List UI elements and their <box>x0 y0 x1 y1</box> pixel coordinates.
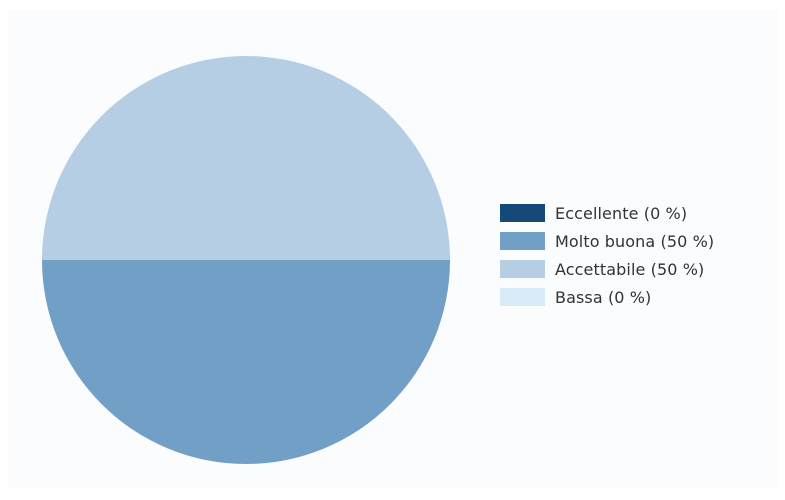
legend-swatch-eccellente <box>500 204 545 222</box>
legend-item-molto-buona[interactable]: Molto buona (50 %) <box>500 231 714 251</box>
pie-slice-molto-buona[interactable] <box>42 260 450 464</box>
legend-label-accettabile: Accettabile (50 %) <box>555 259 705 279</box>
legend-swatch-bassa <box>500 288 545 306</box>
legend-swatch-accettabile <box>500 260 545 278</box>
legend-label-molto-buona: Molto buona (50 %) <box>555 231 715 251</box>
legend-item-eccellente[interactable]: Eccellente (0 %) <box>500 203 714 223</box>
legend: Eccellente (0 %) Molto buona (50 %) Acce… <box>500 203 714 307</box>
legend-swatch-molto-buona <box>500 232 545 250</box>
legend-label-eccellente: Eccellente (0 %) <box>555 203 688 223</box>
legend-label-bassa: Bassa (0 %) <box>555 287 652 307</box>
pie-slice-accettabile[interactable] <box>42 56 450 260</box>
legend-item-bassa[interactable]: Bassa (0 %) <box>500 287 714 307</box>
legend-item-accettabile[interactable]: Accettabile (50 %) <box>500 259 714 279</box>
